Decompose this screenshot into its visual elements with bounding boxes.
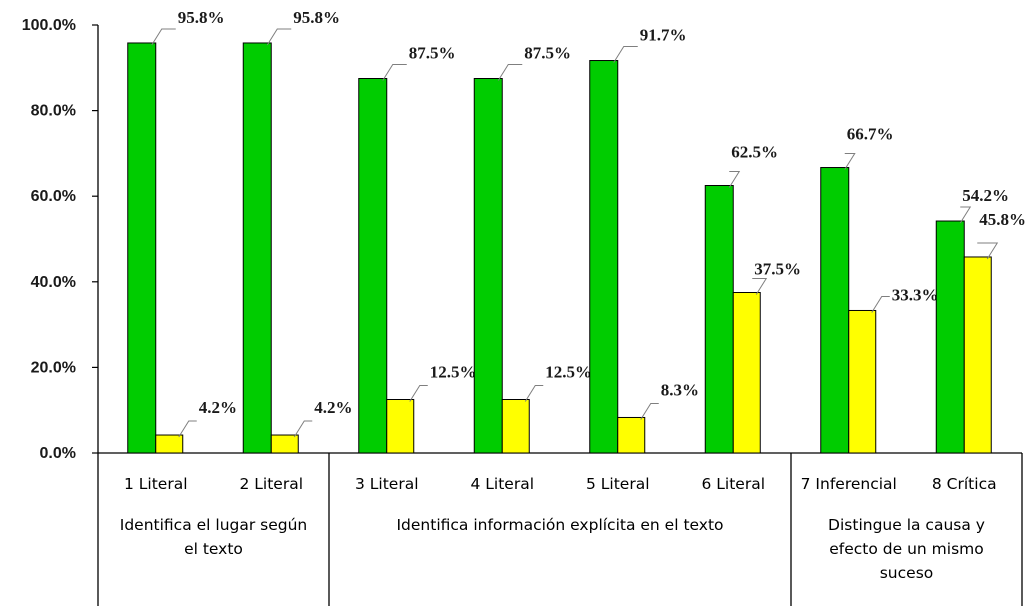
group-label: Identifica información explícita en el t…: [396, 516, 723, 534]
bar-yellow: [270, 434, 299, 454]
data-label: 4.2%: [314, 398, 352, 417]
data-label: 95.8%: [293, 8, 340, 27]
category-label: 6 Literal: [701, 475, 765, 493]
data-label: 66.7%: [847, 125, 894, 144]
bar-green: [935, 220, 965, 454]
group-label: suceso: [880, 564, 934, 582]
data-label-leader: [524, 385, 544, 402]
group-label: Distingue la causa y: [828, 516, 985, 534]
data-label: 4.2%: [199, 398, 237, 417]
data-label: 37.5%: [754, 260, 801, 279]
category-label: 3 Literal: [355, 475, 419, 493]
bar-green: [127, 42, 157, 454]
bar-yellow: [386, 399, 415, 454]
data-label: 95.8%: [178, 8, 225, 27]
y-tick-label: 60.0%: [31, 188, 76, 205]
data-label: 8.3%: [661, 380, 699, 399]
y-tick-label: 100.0%: [22, 17, 76, 34]
data-label: 87.5%: [524, 44, 571, 63]
y-tick-label: 40.0%: [31, 274, 76, 291]
data-label-leader: [293, 420, 313, 438]
bar-yellow: [732, 292, 761, 454]
data-label: 87.5%: [409, 44, 456, 63]
y-tick-label: 20.0%: [31, 359, 76, 376]
category-label: 5 Literal: [586, 475, 650, 493]
category-label: 7 Inferencial: [801, 475, 897, 493]
data-label-leader: [497, 64, 523, 81]
data-label-leader: [752, 278, 768, 295]
bar-yellow: [501, 399, 530, 454]
data-label-leader: [409, 385, 428, 402]
data-label-leader: [613, 46, 638, 63]
bar-green: [820, 167, 850, 454]
group-label: el texto: [184, 540, 243, 558]
data-label: 12.5%: [545, 363, 592, 382]
data-label: 12.5%: [430, 363, 477, 382]
bar-green: [242, 42, 272, 454]
data-label-leader: [640, 402, 659, 420]
bar-yellow: [848, 309, 877, 454]
category-label: 2 Literal: [239, 475, 303, 493]
data-label-leader: [382, 64, 407, 81]
bar-green: [704, 185, 734, 454]
data-label-leader: [151, 28, 176, 46]
data-label-leader: [977, 242, 999, 260]
bar-green: [473, 78, 503, 454]
data-label-leader: [844, 153, 856, 170]
bar-yellow: [155, 434, 184, 454]
data-label-leader: [871, 295, 890, 313]
data-label: 54.2%: [962, 186, 1009, 205]
data-label: 33.3%: [892, 285, 939, 304]
y-tick-label: 0.0%: [40, 445, 76, 462]
bar-green: [358, 78, 388, 454]
category-label: 1 Literal: [124, 475, 188, 493]
data-label: 62.5%: [731, 143, 778, 162]
data-label-leader: [959, 206, 972, 224]
category-label: 4 Literal: [470, 475, 534, 493]
bar-green: [589, 60, 619, 454]
data-label-leader: [178, 420, 197, 438]
group-label: efecto de un mismo: [829, 540, 983, 558]
y-tick-label: 80.0%: [31, 103, 76, 120]
data-label-leader: [728, 171, 741, 188]
category-label: 8 Crítica: [932, 475, 997, 493]
data-label-leader: [266, 28, 292, 46]
group-label: Identifica el lugar según: [120, 516, 308, 534]
data-label: 91.7%: [640, 26, 687, 45]
data-label: 45.8%: [979, 210, 1026, 229]
bar-yellow: [963, 256, 992, 454]
bar-yellow: [617, 416, 646, 454]
